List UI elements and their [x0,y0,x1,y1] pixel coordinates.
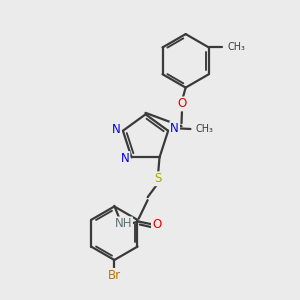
Text: O: O [152,218,161,231]
Text: CH₃: CH₃ [195,124,213,134]
Text: NH: NH [115,218,132,230]
Text: N: N [170,122,179,135]
Text: S: S [154,172,162,185]
Text: O: O [178,98,187,110]
Text: N: N [112,123,121,136]
Text: CH₃: CH₃ [228,43,245,52]
Text: Br: Br [108,269,121,282]
Text: N: N [121,152,129,165]
